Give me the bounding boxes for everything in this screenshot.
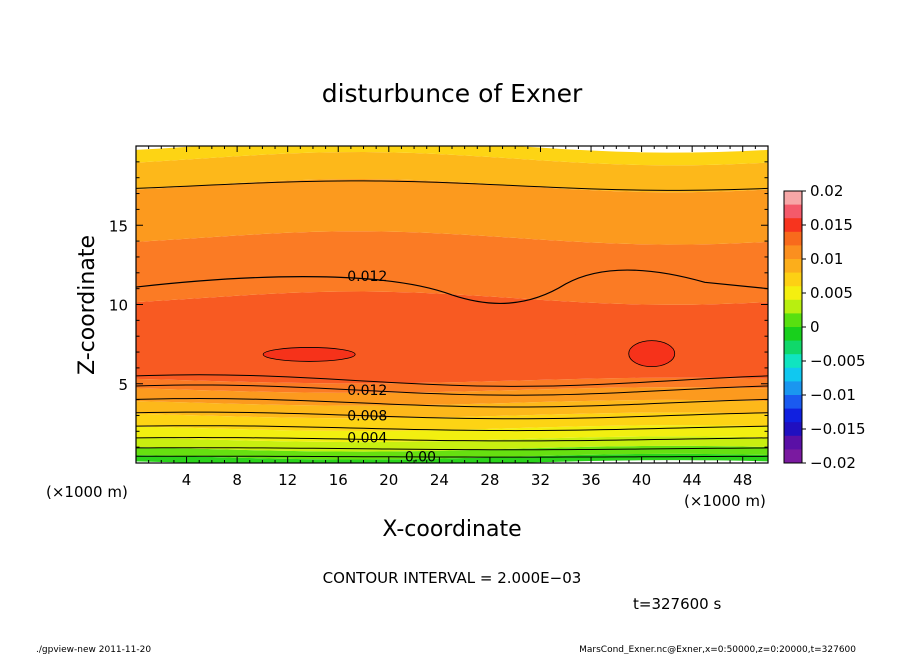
x-tick-label: 24 — [430, 471, 449, 489]
x-unit-right: (×1000 m) — [684, 492, 766, 510]
chart-title: disturbunce of Exner — [322, 79, 583, 108]
x-tick-label: 40 — [632, 471, 651, 489]
field-core — [262, 347, 356, 362]
x-tick-label: 8 — [232, 471, 242, 489]
field-band — [136, 178, 768, 245]
x-tick-label: 20 — [379, 471, 398, 489]
colorbar-swatch — [784, 218, 802, 233]
colorbar-swatch — [784, 272, 802, 287]
field-band — [136, 152, 768, 193]
contour-line — [136, 398, 768, 408]
contour-line — [136, 447, 768, 451]
x-tick-label: 32 — [531, 471, 550, 489]
x-axis-label: X-coordinate — [382, 517, 521, 542]
time-label: t=327600 s — [633, 595, 721, 613]
contour-line — [136, 455, 768, 458]
footer-left: ./gpview-new 2011-11-20 — [36, 645, 151, 654]
contour-interval: CONTOUR INTERVAL = 2.000E−03 — [323, 569, 582, 587]
x-axis: 4 8 12 16 20 24 28 32 36 40 44 48 — [135, 146, 769, 489]
colorbar-tick-label: −0.005 — [810, 352, 866, 370]
contour-line — [136, 384, 768, 396]
field-core — [628, 340, 676, 368]
colorbar-swatch — [784, 245, 802, 260]
colorbar-swatch — [784, 395, 802, 410]
y-axis: 5 10 15 — [109, 145, 768, 464]
contour-line — [136, 269, 768, 305]
x-tick-label: 48 — [733, 471, 752, 489]
footer-right: MarsCond_Exner.nc@Exner,x=0:50000,z=0:20… — [579, 645, 856, 654]
y-tick-label: 5 — [118, 376, 128, 394]
colorbar-swatch — [784, 435, 802, 450]
colorbar-tick-label: 0.015 — [810, 216, 853, 234]
field-band — [136, 453, 768, 463]
contour-field: 0.012 0.012 0.008 0.004 0.00 — [136, 146, 768, 466]
colorbar-swatch — [784, 354, 802, 369]
field-band — [136, 231, 768, 305]
colorbar-tick-label: 0.005 — [810, 284, 853, 302]
contour-line — [136, 411, 768, 420]
colorbar-tick-label: 0 — [810, 318, 820, 336]
y-axis-label: Z-coordinate — [75, 235, 100, 375]
x-tick-label: 4 — [182, 471, 192, 489]
contour-label: 0.012 — [347, 269, 387, 285]
colorbar-swatch — [784, 204, 802, 219]
colorbar-swatch — [784, 367, 802, 382]
colorbar-swatch — [784, 191, 802, 206]
x-unit-left: (×1000 m) — [46, 483, 128, 501]
colorbar-swatch — [784, 340, 802, 355]
colorbar-swatch — [784, 449, 802, 464]
colorbar-swatch — [784, 381, 802, 396]
colorbar-swatch — [784, 259, 802, 274]
colorbar-tick-label: −0.01 — [810, 386, 856, 404]
colorbar-swatch — [784, 313, 802, 328]
colorbar-tick-label: −0.02 — [810, 454, 856, 472]
colorbar-tick-label: −0.015 — [810, 420, 866, 438]
x-tick-label: 44 — [683, 471, 702, 489]
field-band — [136, 387, 768, 406]
field-max-region — [136, 326, 768, 377]
contour-label: 0.008 — [347, 408, 387, 424]
contour-line — [136, 425, 768, 432]
contour-label: 0.012 — [347, 383, 387, 399]
x-tick-label: 36 — [581, 471, 600, 489]
contour-line — [136, 374, 768, 387]
field-band — [136, 146, 768, 166]
y-tick-label: 10 — [109, 297, 128, 315]
colorbar-swatch — [784, 286, 802, 301]
colorbar-tick-label: 0.02 — [810, 182, 843, 200]
x-tick-label: 16 — [329, 471, 348, 489]
contour-line — [136, 180, 768, 191]
contour-label: 0.00 — [405, 450, 436, 466]
x-tick-label: 28 — [480, 471, 499, 489]
y-tick-label: 15 — [109, 217, 128, 235]
x-tick-label: 12 — [278, 471, 297, 489]
colorbar-swatch — [784, 231, 802, 246]
colorbar-tick-label: 0.01 — [810, 250, 843, 268]
contour-label: 0.004 — [347, 431, 387, 447]
colorbar-swatch — [784, 327, 802, 342]
colorbar: 0.02 0.015 0.01 0.005 0 −0.005 −0.01 −0.015 −0.0… — [783, 182, 866, 472]
contour-line — [136, 437, 768, 442]
colorbar-swatch — [784, 408, 802, 423]
colorbar-swatch — [784, 422, 802, 437]
colorbar-swatch — [784, 299, 802, 314]
